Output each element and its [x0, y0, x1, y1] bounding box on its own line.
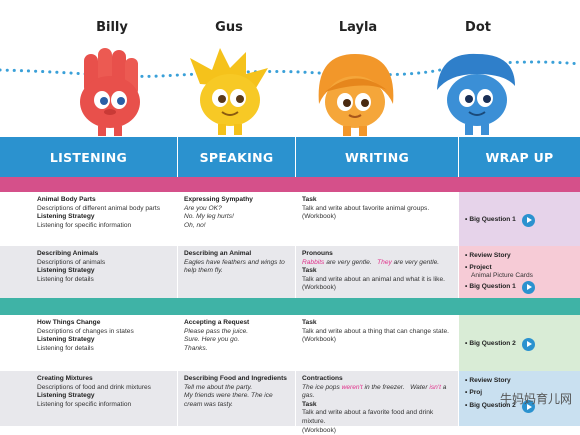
wrap-up-cell: Big Question 2 [459, 315, 580, 371]
play-video-button[interactable] [521, 400, 535, 414]
orange-haired-character-icon [318, 54, 394, 136]
spiky-yellow-character-icon [190, 48, 268, 135]
listening-cell: Animal Body Parts Descriptions of differ… [0, 192, 178, 246]
listening-cell: Describing Animals Descriptions of anima… [0, 246, 178, 298]
speaking-cell: Describing an Animal Eagles have feather… [178, 246, 296, 298]
blue-blob-character-icon [437, 53, 515, 135]
writing-cell: Task Talk and write about favorite anima… [296, 192, 459, 246]
table-row: Creating Mixtures Descriptions of food a… [0, 371, 580, 434]
column-header-row: LISTENING SPEAKING WRITING WRAP UP [0, 137, 580, 177]
character-name-billy: Billy [96, 20, 128, 35]
table-row: How Things Change Descriptions of change… [0, 315, 580, 371]
character-name-dot: Dot [465, 20, 491, 35]
play-video-button[interactable] [521, 280, 535, 294]
unit-divider-band [0, 298, 580, 315]
column-header-writing: WRITING [296, 137, 459, 177]
speaking-cell: Expressing Sympathy Are you OK? No. My l… [178, 192, 296, 246]
wrap-up-cell: Review Story Proj Big Question 2 [459, 371, 580, 426]
play-video-button[interactable] [521, 213, 535, 227]
character-name-layla: Layla [338, 20, 378, 35]
hand-shaped-red-character-icon [80, 48, 140, 136]
wrap-up-cell: Review Story Project Animal Picture Card… [459, 246, 580, 298]
listening-cell: How Things Change Descriptions of change… [0, 315, 178, 371]
speaking-cell: Describing Food and Ingredients Tell me … [178, 371, 296, 426]
unit-divider-band [0, 177, 580, 192]
character-name-gus: Gus [215, 20, 243, 35]
character-banner: Billy Gus Layla Dot [0, 0, 580, 137]
listening-cell: Creating Mixtures Descriptions of food a… [0, 371, 178, 426]
speaking-cell: Accepting a Request Please pass the juic… [178, 315, 296, 371]
column-header-wrap-up: WRAP UP [459, 137, 580, 177]
writing-cell: Contractions The ice pops weren't in the… [296, 371, 459, 434]
play-video-button[interactable] [521, 337, 535, 351]
watermark: 牛妈妈育儿网 [499, 392, 572, 406]
writing-cell: Pronouns Rabbits are very gentle. They a… [296, 246, 459, 298]
table-row: Describing Animals Descriptions of anima… [0, 246, 580, 298]
column-header-listening: LISTENING [0, 137, 178, 177]
column-header-speaking: SPEAKING [178, 137, 296, 177]
writing-cell: Task Talk and write about a thing that c… [296, 315, 459, 371]
table-row: Animal Body Parts Descriptions of differ… [0, 192, 580, 246]
wrap-up-cell: Big Question 1 [459, 192, 580, 246]
